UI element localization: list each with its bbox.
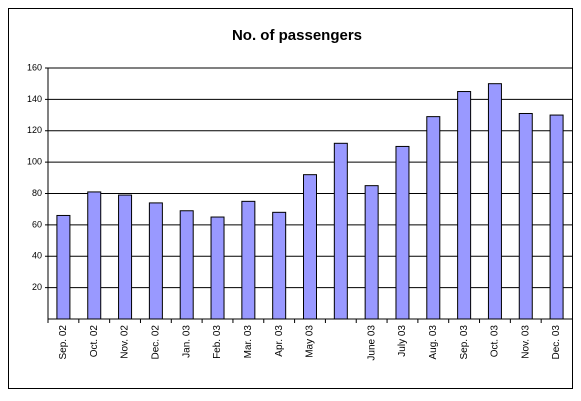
bar — [148, 202, 163, 320]
bar — [395, 145, 410, 320]
x-tick-label: July 03 — [397, 325, 408, 357]
x-tick-label: Dec. 03 — [551, 325, 562, 360]
x-tick-label: May 03 — [305, 325, 316, 358]
x-tick-label: Aug. 03 — [428, 325, 439, 360]
x-tick-label: Nov. 02 — [120, 325, 131, 359]
y-tick-label: 120 — [27, 125, 42, 135]
bar — [87, 191, 102, 320]
bar — [210, 216, 225, 320]
x-tick-label: Mar. 03 — [243, 325, 254, 359]
bar — [549, 114, 564, 320]
bar — [457, 91, 472, 320]
x-tick-label: Sep. 03 — [459, 325, 470, 360]
y-tick-label: 140 — [27, 94, 42, 104]
bar — [333, 142, 348, 320]
y-tick-label: 20 — [32, 282, 42, 292]
y-tick-label: 160 — [27, 62, 42, 72]
chart-title: No. of passengers — [232, 27, 362, 44]
bar — [426, 116, 441, 320]
bar — [118, 194, 133, 320]
x-tick-label: June 03 — [366, 325, 377, 361]
bar — [487, 83, 502, 320]
bar — [364, 185, 379, 320]
x-tick-label: Apr. 03 — [274, 325, 285, 357]
y-tick-label: 100 — [27, 157, 42, 167]
y-tick-label: 80 — [32, 188, 42, 198]
chart-border — [8, 8, 573, 389]
x-tick-label: Dec. 02 — [151, 325, 162, 360]
x-tick-label: Oct. 03 — [490, 325, 501, 358]
bar — [179, 210, 194, 320]
y-tick-label: 60 — [32, 219, 42, 229]
x-tick-label: Sep. 02 — [58, 325, 69, 360]
x-tick-label: Feb. 03 — [212, 325, 223, 359]
bar — [241, 200, 256, 320]
bar — [272, 211, 287, 320]
x-tick-label: Nov. 03 — [520, 325, 531, 359]
bar — [303, 174, 317, 320]
x-tick-label: Jan. 03 — [181, 325, 192, 358]
y-tick-label: 40 — [32, 251, 42, 261]
bar — [518, 112, 533, 320]
x-tick-label: Oct. 02 — [89, 325, 100, 358]
bar — [56, 214, 71, 320]
